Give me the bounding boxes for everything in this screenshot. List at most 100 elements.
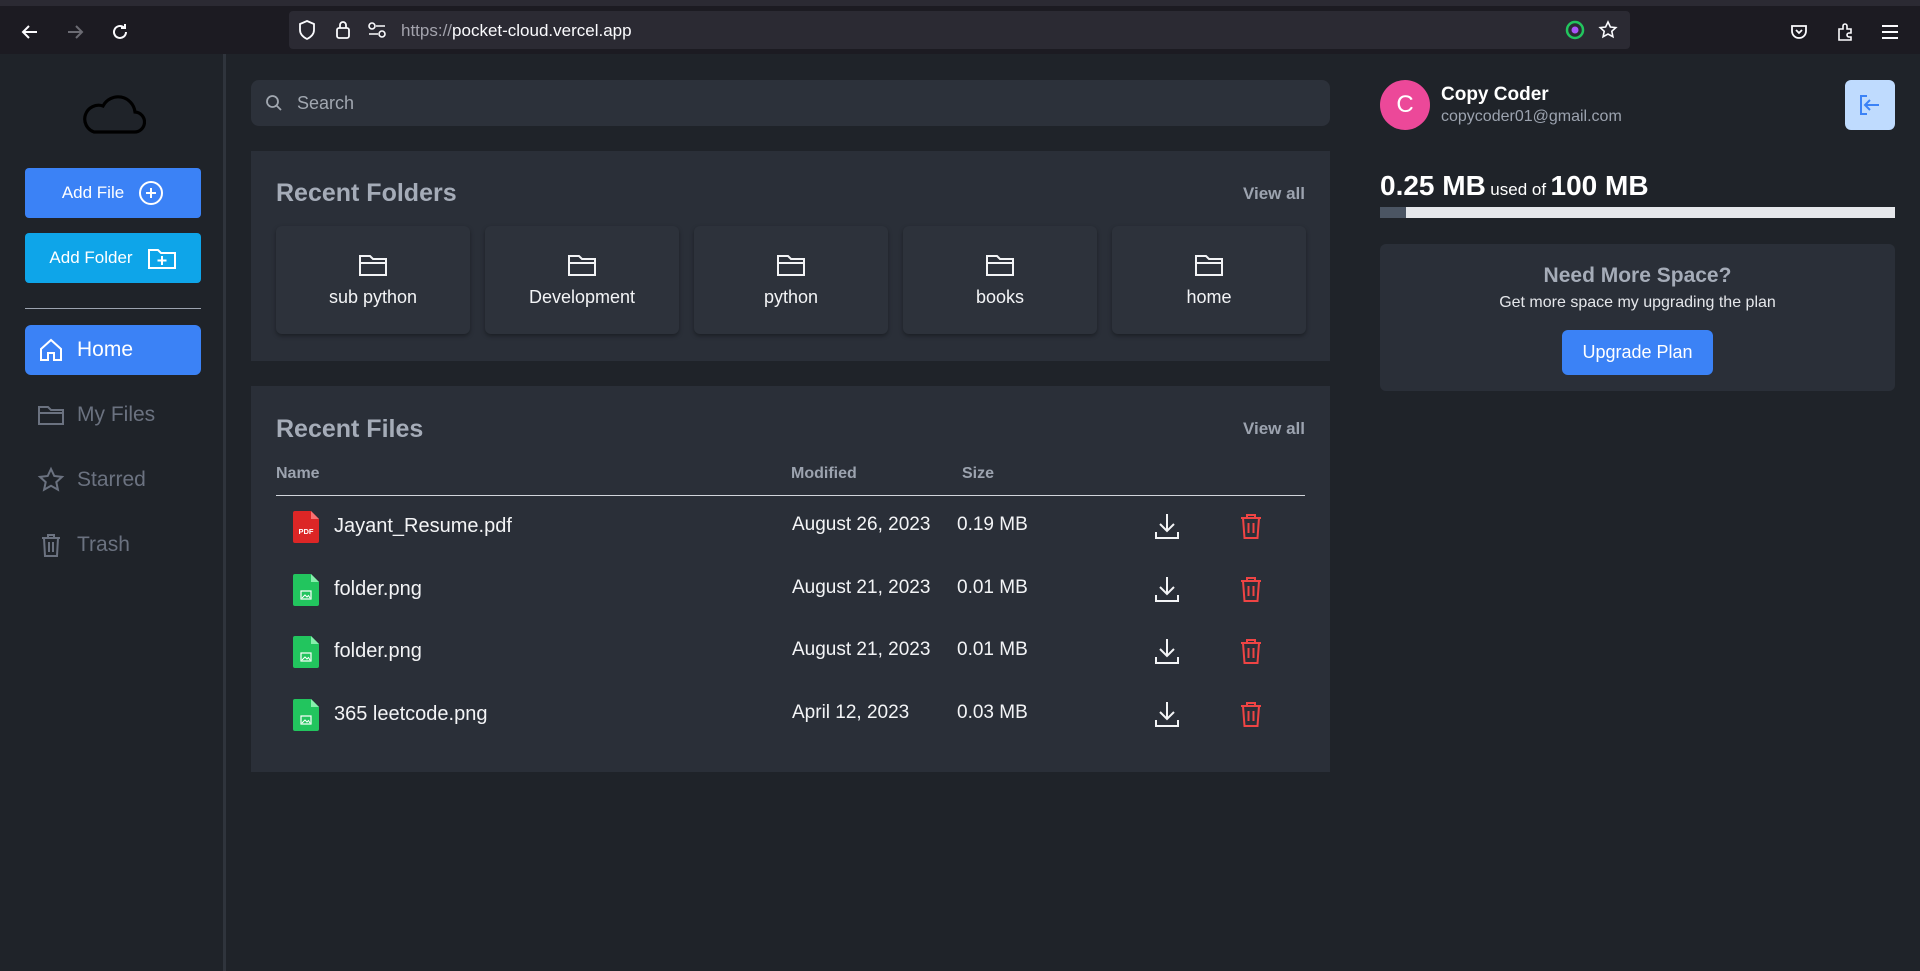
sidebar-item-home[interactable]: Home bbox=[25, 325, 201, 375]
download-icon[interactable] bbox=[1152, 574, 1182, 604]
upgrade-title: Need More Space? bbox=[1543, 264, 1732, 287]
shield-icon[interactable] bbox=[297, 20, 317, 40]
folder-card[interactable]: sub python bbox=[276, 226, 470, 334]
forward-icon[interactable] bbox=[59, 16, 91, 48]
sidebar-item-label: Starred bbox=[77, 468, 146, 491]
recent-folders-title: Recent Folders bbox=[276, 179, 457, 207]
folder-icon bbox=[568, 254, 596, 276]
folder-name: books bbox=[975, 286, 1025, 307]
search-input[interactable] bbox=[297, 92, 1297, 114]
image-file-icon bbox=[293, 636, 319, 668]
upgrade-card: Need More Space? Get more space my upgra… bbox=[1380, 244, 1895, 391]
storage-used: 0.25 MB bbox=[1380, 170, 1486, 201]
file-modified: April 12, 2023 bbox=[792, 702, 910, 723]
logout-button[interactable] bbox=[1845, 80, 1895, 130]
extensions-icon[interactable] bbox=[1829, 16, 1861, 48]
folder-name: sub python bbox=[328, 286, 418, 307]
cloud-logo-icon bbox=[83, 95, 146, 134]
sidebar: Add File Add Folder Home My Files Starre… bbox=[0, 54, 226, 971]
pdf-file-icon: PDF bbox=[293, 511, 319, 543]
folder-card[interactable]: python bbox=[694, 226, 888, 334]
sidebar-item-trash[interactable]: Trash bbox=[25, 520, 201, 570]
home-icon bbox=[40, 338, 62, 361]
pocket-icon[interactable] bbox=[1783, 16, 1815, 48]
file-name: folder.png bbox=[334, 578, 422, 600]
svg-text:PDF: PDF bbox=[299, 527, 314, 536]
url-protocol: https:// bbox=[401, 21, 453, 40]
table-row[interactable]: PDF Jayant_Resume.pdf August 26, 2023 0.… bbox=[276, 496, 1305, 556]
file-modified: August 26, 2023 bbox=[792, 514, 931, 535]
logout-icon bbox=[1860, 95, 1879, 115]
folder-name: home bbox=[1186, 286, 1232, 307]
trash-icon bbox=[42, 534, 60, 557]
add-file-button[interactable]: Add File bbox=[25, 168, 201, 218]
table-row[interactable]: 365 leetcode.png April 12, 2023 0.03 MB bbox=[276, 684, 1305, 744]
search-icon bbox=[266, 95, 282, 111]
lock-icon[interactable] bbox=[333, 20, 353, 40]
file-name: Jayant_Resume.pdf bbox=[334, 515, 512, 537]
file-modified: August 21, 2023 bbox=[792, 639, 931, 660]
file-name: 365 leetcode.png bbox=[334, 703, 488, 725]
reload-icon[interactable] bbox=[104, 16, 136, 48]
delete-trash-icon[interactable] bbox=[1238, 574, 1264, 604]
url-host: pocket-cloud.vercel.app bbox=[452, 21, 632, 40]
avatar[interactable]: C bbox=[1380, 80, 1430, 130]
recent-files-title: Recent Files bbox=[276, 415, 424, 443]
browser-toolbar: https://pocket-cloud.vercel.app bbox=[0, 0, 1920, 54]
file-size: 0.19 MB bbox=[957, 514, 1028, 535]
sidebar-item-label: My Files bbox=[77, 403, 156, 426]
folder-card[interactable]: books bbox=[903, 226, 1097, 334]
star-icon bbox=[37, 466, 65, 492]
folder-icon bbox=[777, 254, 805, 276]
url-text[interactable]: https://pocket-cloud.vercel.app bbox=[401, 21, 632, 41]
recent-files-panel: Recent Files View all Name Modified Size… bbox=[251, 386, 1330, 772]
add-folder-label: Add Folder bbox=[49, 248, 133, 267]
bookmark-star-icon[interactable] bbox=[1598, 20, 1618, 40]
download-icon[interactable] bbox=[1152, 699, 1182, 729]
sidebar-divider bbox=[25, 308, 201, 309]
recent-files-view-all[interactable]: View all bbox=[1242, 419, 1305, 438]
delete-trash-icon[interactable] bbox=[1238, 636, 1264, 666]
sidebar-item-label: Trash bbox=[77, 533, 130, 556]
download-icon[interactable] bbox=[1152, 636, 1182, 666]
folder-icon bbox=[359, 254, 387, 276]
folder-card[interactable]: Development bbox=[485, 226, 679, 334]
folder-plus-icon bbox=[147, 249, 176, 269]
storage-progress-fill bbox=[1380, 207, 1406, 218]
recent-folders-panel: Recent Folders View all sub python Devel… bbox=[251, 151, 1330, 361]
add-folder-button[interactable]: Add Folder bbox=[25, 233, 201, 283]
column-header-size: Size bbox=[962, 465, 995, 482]
extension-circle-icon[interactable] bbox=[1565, 20, 1585, 40]
folder-name: python bbox=[763, 286, 819, 307]
delete-trash-icon[interactable] bbox=[1238, 511, 1264, 541]
upgrade-plan-button[interactable]: Upgrade Plan bbox=[1562, 330, 1713, 375]
upgrade-subtitle: Get more space my upgrading the plan bbox=[1499, 294, 1776, 311]
download-icon[interactable] bbox=[1152, 511, 1182, 541]
image-file-icon bbox=[293, 574, 319, 606]
folder-name: Development bbox=[528, 286, 636, 307]
storage-used-of: used of bbox=[1490, 180, 1547, 199]
table-row[interactable]: folder.png August 21, 2023 0.01 MB bbox=[276, 559, 1305, 619]
user-email: copycoder01@gmail.com bbox=[1441, 108, 1622, 125]
sidebar-item-starred[interactable]: Starred bbox=[25, 455, 201, 505]
storage-total: 100 MB bbox=[1550, 170, 1649, 201]
back-icon[interactable] bbox=[14, 16, 46, 48]
url-bar[interactable]: https://pocket-cloud.vercel.app bbox=[289, 11, 1630, 49]
sidebar-item-my-files[interactable]: My Files bbox=[25, 390, 201, 440]
file-size: 0.01 MB bbox=[957, 577, 1028, 598]
table-row[interactable]: folder.png August 21, 2023 0.01 MB bbox=[276, 621, 1305, 681]
folder-card[interactable]: home bbox=[1112, 226, 1306, 334]
storage-progress-bar bbox=[1380, 207, 1895, 218]
recent-folders-view-all[interactable]: View all bbox=[1242, 184, 1305, 203]
menu-icon[interactable] bbox=[1874, 16, 1906, 48]
file-name: folder.png bbox=[334, 640, 422, 662]
file-size: 0.01 MB bbox=[957, 639, 1028, 660]
add-file-label: Add File bbox=[61, 183, 125, 202]
search-bar bbox=[251, 80, 1330, 126]
table-header-divider bbox=[276, 495, 1305, 496]
delete-trash-icon[interactable] bbox=[1238, 699, 1264, 729]
folder-icon bbox=[986, 254, 1014, 276]
folder-icon bbox=[38, 406, 64, 425]
permissions-icon[interactable] bbox=[367, 20, 387, 40]
folder-icon bbox=[1195, 254, 1223, 276]
